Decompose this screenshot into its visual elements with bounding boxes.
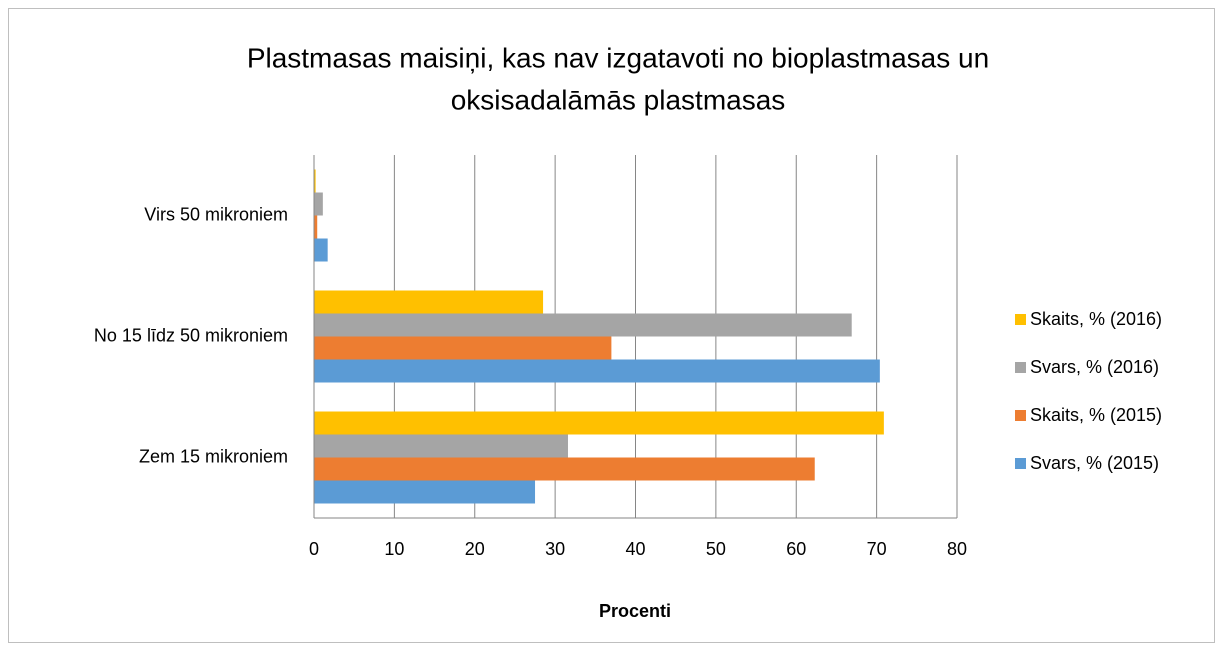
x-tick-label: 70 <box>867 539 887 559</box>
bar <box>314 238 328 262</box>
bar <box>314 359 880 383</box>
bar <box>314 480 536 504</box>
bar <box>314 290 544 314</box>
legend-swatch <box>1015 314 1026 325</box>
x-axis-label: Procenti <box>599 601 671 621</box>
y-tick-label: Zem 15 mikroniem <box>139 446 288 466</box>
x-tick-label: 40 <box>625 539 645 559</box>
x-tick-label: 60 <box>786 539 806 559</box>
bar <box>314 434 568 458</box>
x-tick-label: 10 <box>384 539 404 559</box>
bar <box>314 457 815 481</box>
chart-title: Plastmasas maisiņi, kas nav izgatavoti n… <box>247 42 989 73</box>
x-tick-label: 20 <box>465 539 485 559</box>
bar <box>314 336 612 360</box>
legend-swatch <box>1015 410 1026 421</box>
legend-label: Skaits, % (2015) <box>1030 405 1162 425</box>
bar <box>314 192 323 216</box>
x-tick-label: 0 <box>309 539 319 559</box>
bar <box>314 411 884 435</box>
y-tick-label: No 15 līdz 50 mikroniem <box>94 325 288 345</box>
legend-label: Skaits, % (2016) <box>1030 309 1162 329</box>
x-tick-label: 80 <box>947 539 967 559</box>
x-tick-label: 50 <box>706 539 726 559</box>
chart-title: oksisadalāmās plastmasas <box>451 84 786 115</box>
legend-label: Svars, % (2015) <box>1030 453 1159 473</box>
bar <box>314 313 852 337</box>
legend-label: Svars, % (2016) <box>1030 357 1159 377</box>
x-tick-label: 30 <box>545 539 565 559</box>
legend-swatch <box>1015 458 1026 469</box>
legend-swatch <box>1015 362 1026 373</box>
y-tick-label: Virs 50 mikroniem <box>144 204 288 224</box>
bar <box>314 215 318 239</box>
bar <box>314 169 316 193</box>
